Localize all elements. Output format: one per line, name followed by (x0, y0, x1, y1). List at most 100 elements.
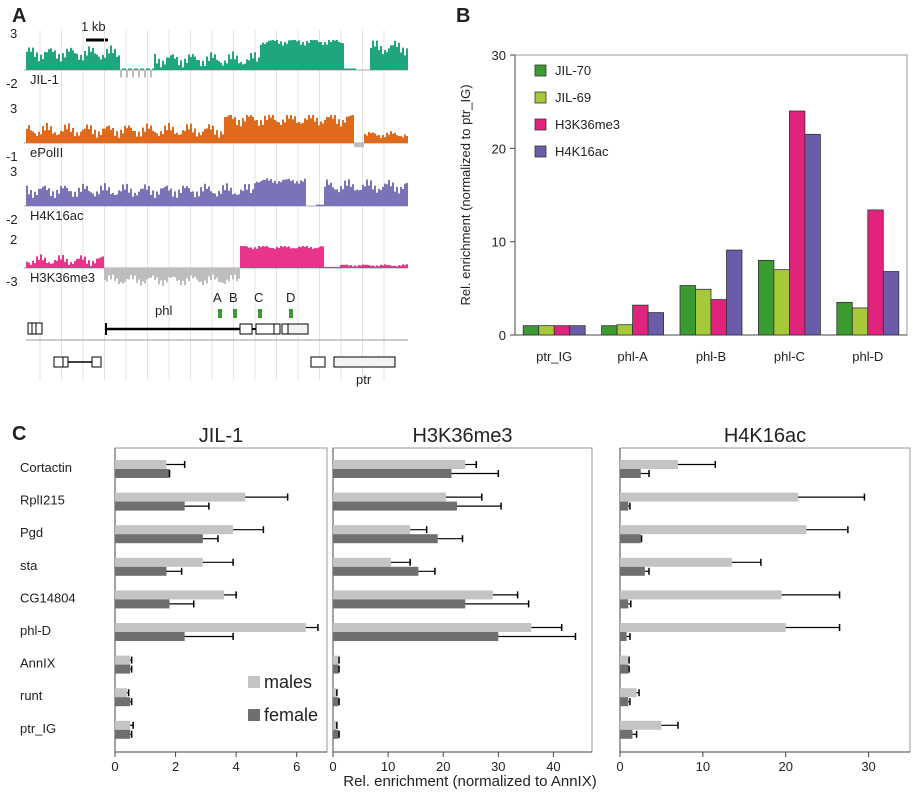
signal-bar (406, 136, 408, 143)
signal-bar (326, 179, 328, 206)
signal-bar (118, 190, 120, 206)
signal-bar (348, 179, 350, 206)
signal-bar (70, 131, 72, 143)
y-tick-label: 0 (499, 328, 506, 343)
signal-bar (156, 63, 158, 70)
signal-bar (324, 42, 326, 70)
signal-bar (288, 178, 290, 206)
x-tick-label: phl-A (617, 349, 648, 364)
signal-bar (244, 121, 246, 143)
signal-bar (260, 247, 262, 268)
signal-bar (178, 189, 180, 206)
amplicon-marker (218, 309, 222, 318)
signal-bar (338, 41, 340, 70)
signal-bar (236, 194, 238, 206)
signal-bar (386, 132, 388, 143)
signal-bar (228, 268, 230, 282)
signal-bar (314, 121, 316, 143)
signal-bar (200, 135, 202, 143)
signal-bar (296, 41, 298, 70)
bar-female (333, 599, 466, 609)
signal-bar (148, 268, 150, 279)
signal-bar (170, 268, 172, 278)
signal-bar (394, 265, 396, 268)
bar-males (620, 655, 629, 665)
signal-bar (60, 130, 62, 143)
signal-bar (298, 246, 300, 268)
signal-bar (402, 47, 404, 70)
signal-bar (64, 261, 66, 268)
signal-bar (58, 54, 60, 70)
signal-bar (242, 191, 244, 206)
signal-bar (124, 268, 126, 283)
signal-bar (382, 265, 384, 268)
signal-bar (212, 57, 214, 70)
signal-bar (292, 40, 294, 70)
bar-female (115, 501, 185, 511)
signal-bar (358, 143, 360, 148)
signal-bar (320, 246, 322, 268)
signal-bar (366, 135, 368, 143)
signal-bar (324, 266, 326, 268)
signal-bar (268, 115, 270, 143)
signal-bar (342, 43, 344, 70)
signal-bar (180, 192, 182, 206)
track-ymin-label: -1 (6, 149, 18, 164)
bar-female (333, 566, 419, 576)
signal-bar (168, 57, 170, 70)
signal-bar (300, 123, 302, 143)
signal-bar (352, 115, 354, 143)
legend-swatch (534, 91, 547, 104)
signal-bar (172, 196, 174, 206)
x-axis-label: Rel. enrichment (normalized to AnnIX) (343, 773, 596, 790)
signal-bar (156, 191, 158, 206)
signal-bar (282, 246, 284, 268)
signal-bar (92, 261, 94, 268)
signal-bar (400, 136, 402, 143)
signal-bar (326, 117, 328, 143)
signal-bar (220, 193, 222, 206)
signal-bar (192, 132, 194, 143)
signal-bar (28, 194, 30, 206)
signal-bar (66, 129, 68, 143)
signal-bar (208, 186, 210, 206)
signal-bar (188, 54, 190, 70)
signal-bar (222, 268, 224, 283)
exon-box (31, 322, 37, 335)
signal-bar (98, 194, 100, 206)
signal-bar (120, 129, 122, 143)
signal-bar (30, 264, 32, 268)
signal-bar (256, 248, 258, 268)
signal-bar (178, 268, 180, 280)
signal-bar (272, 248, 274, 268)
signal-bar (112, 128, 114, 143)
signal-bar (98, 258, 100, 268)
signal-bar (340, 186, 342, 206)
y-tick-label: 30 (492, 48, 506, 63)
signal-bar (380, 264, 382, 268)
signal-bar (402, 264, 404, 268)
signal-bar (146, 123, 148, 143)
signal-bar (306, 246, 308, 268)
signal-bar (46, 52, 48, 70)
signal-bar (226, 116, 228, 143)
signal-bar (70, 191, 72, 206)
bar (538, 325, 555, 336)
signal-bar (316, 248, 318, 268)
bar-males (333, 623, 532, 632)
signal-bar (150, 268, 152, 278)
bar (679, 285, 696, 336)
signal-bar (296, 248, 298, 268)
signal-bar (140, 68, 142, 70)
signal-bar (232, 194, 234, 206)
exon-box (273, 323, 281, 335)
signal-bar (362, 264, 364, 268)
signal-bar (342, 189, 344, 206)
bar-female (115, 729, 131, 739)
x-tick-label: 0 (616, 759, 623, 774)
signal-bar (218, 61, 220, 70)
signal-bar (352, 266, 354, 268)
signal-bar (198, 268, 200, 282)
signal-bar (272, 40, 274, 70)
signal-bar (132, 70, 134, 78)
